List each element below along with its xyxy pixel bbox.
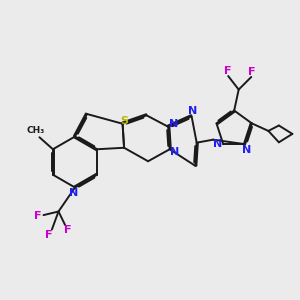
Text: N: N [242, 145, 251, 154]
Text: F: F [248, 67, 255, 76]
Text: N: N [69, 188, 78, 198]
Text: F: F [45, 230, 53, 240]
Text: N: N [169, 119, 178, 129]
Text: F: F [64, 225, 72, 235]
Text: S: S [120, 116, 128, 126]
Text: F: F [34, 211, 42, 221]
Text: N: N [213, 139, 223, 148]
Text: CH₃: CH₃ [27, 126, 45, 135]
Text: N: N [170, 147, 180, 157]
Text: F: F [224, 66, 232, 76]
Text: N: N [188, 106, 198, 116]
